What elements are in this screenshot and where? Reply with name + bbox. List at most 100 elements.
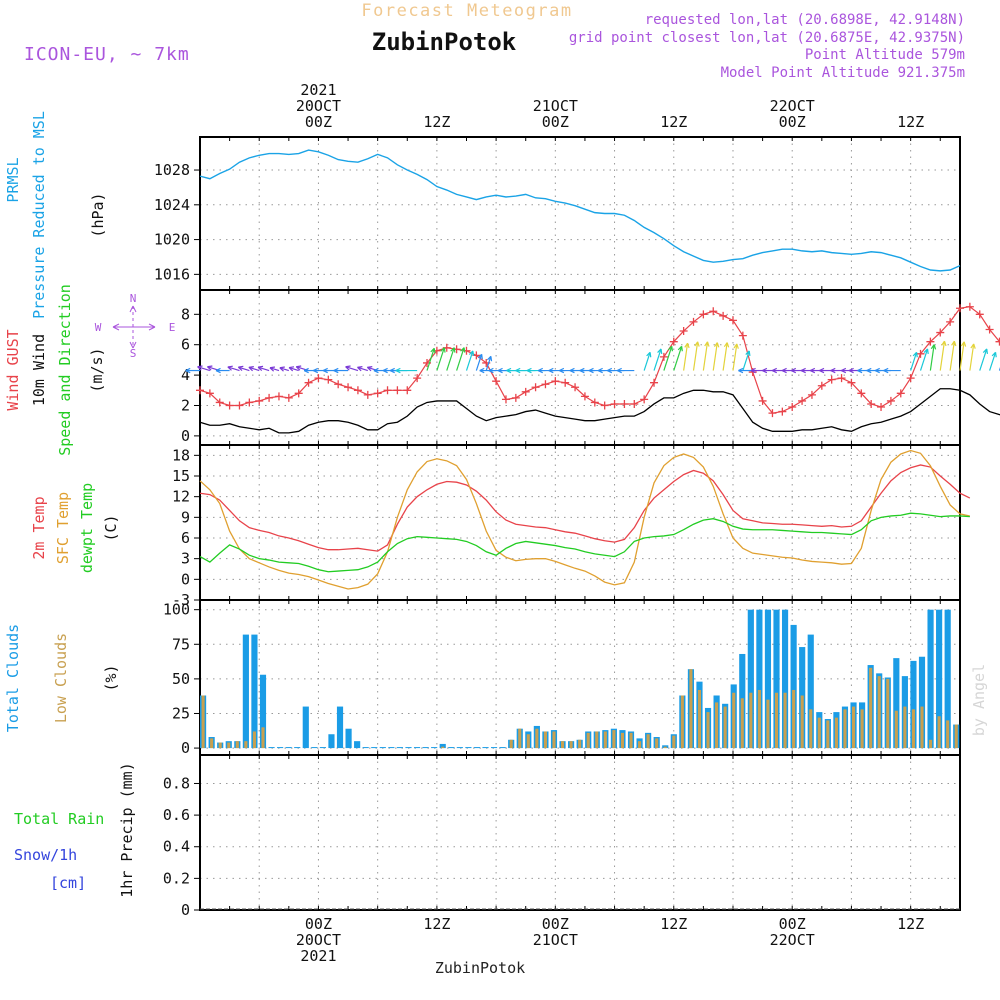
y-tick-label: 0.6 bbox=[163, 806, 190, 824]
gust-marker bbox=[906, 374, 915, 383]
bar-total-clouds bbox=[345, 728, 352, 749]
bar-low-clouds bbox=[834, 717, 838, 749]
gust-marker bbox=[492, 377, 501, 386]
gust-marker bbox=[344, 383, 353, 392]
y-tick-label: 3 bbox=[181, 550, 190, 568]
wind-arrow-head bbox=[694, 341, 700, 347]
panel-frame bbox=[199, 136, 961, 291]
gust-marker bbox=[738, 331, 747, 340]
bar-low-clouds bbox=[561, 741, 565, 749]
wind-arrow bbox=[288, 366, 299, 372]
bar-low-clouds bbox=[595, 731, 599, 749]
bar-total-clouds bbox=[336, 706, 344, 749]
bar-low-clouds bbox=[954, 724, 958, 749]
wind-arrow bbox=[248, 366, 260, 372]
gust-marker bbox=[511, 393, 520, 402]
watermark: by Angel bbox=[970, 664, 988, 736]
wind-arrow bbox=[673, 346, 683, 371]
wind-arrow-head bbox=[723, 342, 730, 348]
bar-total-clouds bbox=[422, 747, 429, 749]
bar-low-clouds bbox=[697, 689, 702, 749]
wind-arrow-head bbox=[468, 350, 475, 356]
time-label-bottom: 00Z bbox=[305, 915, 332, 933]
y-tick-label: 6 bbox=[181, 529, 190, 547]
panel-label: Snow/1h bbox=[14, 846, 77, 864]
wind-arrow-head bbox=[215, 367, 221, 374]
panel-unit: (m/s) bbox=[88, 347, 106, 392]
gust-marker bbox=[196, 386, 204, 395]
panel-temp: -3 0 3 6 9 12 15 18 2m Temp SFC Temp dewpt Temp (C) bbox=[30, 444, 971, 609]
gust-marker bbox=[896, 389, 905, 398]
wind-arrow-head bbox=[738, 367, 744, 374]
bar-total-clouds bbox=[285, 747, 292, 749]
point-altitude: Point Altitude 579m bbox=[805, 47, 965, 63]
time-label-bottom: 12Z bbox=[897, 915, 924, 933]
series-10m-wind bbox=[199, 388, 1000, 434]
wind-arrow-head bbox=[991, 351, 997, 358]
bar-low-clouds bbox=[227, 742, 231, 749]
bar-low-clouds bbox=[646, 734, 650, 749]
bar-low-clouds bbox=[612, 730, 616, 749]
bar-total-clouds bbox=[405, 747, 412, 749]
gust-marker bbox=[561, 378, 570, 387]
gust-marker bbox=[965, 302, 974, 311]
time-label-bottom: 2021 bbox=[300, 947, 336, 965]
bar-low-clouds bbox=[210, 738, 214, 749]
bar-total-clouds bbox=[747, 609, 754, 749]
gust-marker bbox=[334, 380, 343, 389]
wind-arrow-head bbox=[848, 367, 854, 374]
time-label-top: 00Z bbox=[542, 113, 569, 131]
wind-arrow-head bbox=[883, 367, 889, 374]
panel-frame bbox=[199, 289, 961, 446]
compass-south: S bbox=[130, 347, 137, 360]
bar-low-clouds bbox=[851, 706, 856, 749]
bar-total-clouds bbox=[893, 658, 900, 749]
gust-marker bbox=[916, 349, 925, 358]
gust-marker bbox=[827, 375, 836, 384]
wind-arrow-head bbox=[486, 355, 493, 362]
time-label-top: 22OCT bbox=[770, 97, 815, 115]
wind-arrow-head bbox=[515, 367, 521, 374]
gust-marker bbox=[413, 374, 422, 383]
panel-label: 10m Wind bbox=[30, 334, 48, 406]
bar-total-clouds bbox=[413, 747, 421, 749]
time-label-top: 00Z bbox=[779, 113, 806, 131]
y-tick-label: -3 bbox=[172, 591, 190, 609]
bar-low-clouds bbox=[757, 689, 761, 749]
wind-arrow-head bbox=[781, 367, 787, 374]
gust-marker bbox=[936, 328, 945, 337]
time-label-bottom: 12Z bbox=[423, 915, 450, 933]
bar-total-clouds bbox=[465, 747, 472, 749]
wind-arrow-head bbox=[366, 366, 373, 372]
wind-arrow-head bbox=[295, 365, 302, 371]
panel-label: dewpt Temp bbox=[78, 483, 96, 573]
wind-arrow bbox=[446, 347, 455, 371]
series-prmsl bbox=[199, 149, 961, 272]
gust-marker bbox=[393, 386, 402, 395]
wind-arrow bbox=[939, 341, 946, 371]
gust-marker bbox=[877, 403, 886, 412]
bar-low-clouds bbox=[929, 739, 933, 749]
bar-low-clouds bbox=[680, 695, 684, 749]
y-tick-label: 1020 bbox=[154, 231, 190, 249]
wind-arrow-head bbox=[667, 345, 674, 352]
gust-marker bbox=[373, 389, 382, 398]
bar-low-clouds bbox=[689, 669, 693, 749]
gust-marker bbox=[620, 399, 629, 408]
closest-coords: grid point closest lon,lat (20.6875E, 42… bbox=[569, 30, 965, 46]
gust-marker bbox=[650, 378, 659, 387]
wind-arrow bbox=[979, 348, 988, 371]
bar-low-clouds bbox=[543, 731, 547, 749]
gust-marker bbox=[235, 401, 244, 410]
bar-low-clouds bbox=[860, 709, 864, 749]
wind-arrow bbox=[345, 366, 359, 372]
wind-arrow-head bbox=[559, 367, 565, 374]
gust-marker bbox=[255, 396, 264, 405]
bar-total-clouds bbox=[302, 706, 309, 749]
bar-low-clouds bbox=[526, 734, 530, 749]
bar-low-clouds bbox=[706, 712, 710, 749]
chart-title: Forecast Meteogram bbox=[361, 1, 572, 21]
compass-rose-icon: N S W E bbox=[95, 292, 176, 360]
wind-arrow-head bbox=[333, 367, 339, 374]
bar-total-clouds bbox=[439, 743, 446, 749]
